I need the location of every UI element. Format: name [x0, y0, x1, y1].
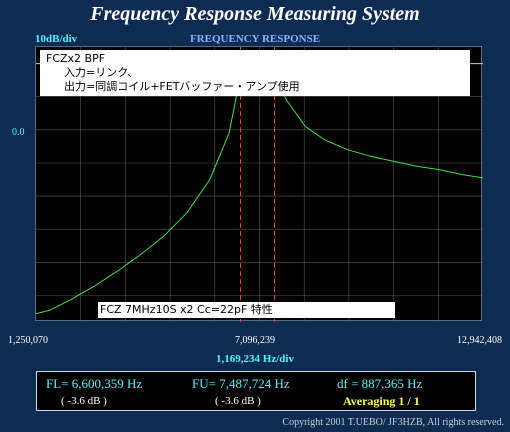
averaging-status: Averaging 1 / 1 — [343, 394, 420, 408]
fl-readout: FL= 6,600,359 Hz — [46, 376, 143, 391]
copyright-text: Copyright 2001 T.UEBO/ JF3HZB, All right… — [282, 417, 504, 428]
fu-readout: FU= 7,487,724 Hz — [192, 376, 290, 391]
comment-line-2: 入力=リンク、 — [64, 66, 139, 79]
comment-box: FCZx2 BPF 入力=リンク、 出力=同調コイル+FETバッファー・アンプ使… — [40, 50, 470, 96]
app-title: Frequency Response Measuring System — [90, 3, 420, 25]
df-readout: df = 887,365 Hz — [337, 376, 423, 391]
caption-box: FCZ 7MHz10S x2 Cc=22pF 特性 — [98, 302, 395, 318]
plot-area[interactable]: FCZx2 BPF 入力=リンク、 出力=同調コイル+FETバッファー・アンプ使… — [35, 46, 483, 322]
fl-level: ( -3.6 dB ) — [61, 395, 107, 407]
panel-title: FREQUENCY RESPONSE — [189, 33, 321, 45]
reference-level-label: 0.0 — [12, 127, 25, 138]
grid — [36, 47, 483, 322]
x-tick-start: 1,250,070 — [8, 335, 48, 346]
comment-line-1: FCZx2 BPF — [46, 52, 106, 65]
frequency-span-label: 1,169,234 Hz/div — [216, 353, 294, 365]
readout-panel: FL= 6,600,359 Hz FU= 7,487,724 Hz df = 8… — [36, 371, 476, 411]
vertical-scale-label: 10dB/div — [35, 33, 78, 45]
fu-level: ( -3.6 dB ) — [215, 395, 261, 407]
x-tick-center: 7,096,239 — [235, 335, 275, 346]
x-tick-stop: 12,942,408 — [457, 335, 502, 346]
frequency-response-chart[interactable] — [36, 47, 483, 322]
markers — [240, 47, 275, 322]
comment-line-3: 出力=同調コイル+FETバッファー・アンプ使用 — [64, 80, 300, 93]
